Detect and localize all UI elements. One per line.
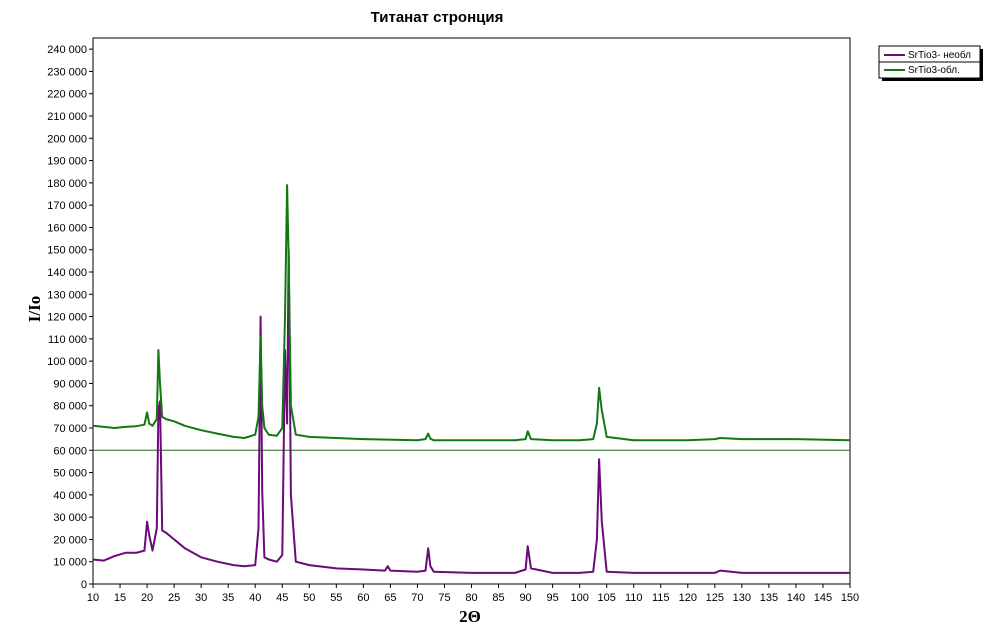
- x-tick-label: 85: [492, 592, 504, 604]
- x-tick-label: 30: [195, 592, 207, 604]
- y-tick-label: 180 000: [47, 178, 87, 190]
- y-tick-label: 240 000: [47, 44, 87, 56]
- x-tick-label: 150: [841, 592, 859, 604]
- x-tick-label: 60: [357, 592, 369, 604]
- x-tick-label: 145: [814, 592, 832, 604]
- y-tick-label: 10 000: [53, 557, 87, 569]
- y-tick-label: 230 000: [47, 66, 87, 78]
- y-tick-label: 210 000: [47, 111, 87, 123]
- x-tick-label: 140: [787, 592, 805, 604]
- x-tick-label: 50: [303, 592, 315, 604]
- y-tick-label: 140 000: [47, 267, 87, 279]
- x-tick-label: 95: [546, 592, 558, 604]
- x-tick-label: 70: [411, 592, 423, 604]
- chart-title: Титанат стронция: [371, 9, 504, 26]
- y-tick-label: 200 000: [47, 133, 87, 145]
- y-tick-label: 190 000: [47, 156, 87, 168]
- y-axis-label: I/Io: [25, 296, 44, 322]
- x-tick-label: 55: [330, 592, 342, 604]
- x-tick-label: 100: [570, 592, 588, 604]
- y-tick-label: 0: [81, 579, 87, 591]
- y-tick-label: 90 000: [53, 378, 87, 390]
- y-tick-label: 130 000: [47, 289, 87, 301]
- x-tick-label: 45: [276, 592, 288, 604]
- y-tick-label: 120 000: [47, 312, 87, 324]
- plot-area-frame: [92, 37, 851, 585]
- x-tick-label: 40: [249, 592, 261, 604]
- x-tick-label: 10: [87, 592, 99, 604]
- y-tick-label: 80 000: [53, 401, 87, 413]
- x-tick-label: 20: [141, 592, 153, 604]
- y-axis: 0 10 000 20 000 30 000 40 000 50 000 60 000 70 …: [47, 44, 93, 591]
- x-tick-label: 35: [222, 592, 234, 604]
- x-tick-label: 15: [114, 592, 126, 604]
- y-tick-label: 40 000: [53, 490, 87, 502]
- series-line-1: [92, 248, 850, 574]
- legend-label-series-2: SrTio3-обл.: [908, 64, 960, 76]
- y-tick-label: 50 000: [53, 468, 87, 480]
- x-axis: 10 15 20 25 30 35 40 45 50 55 60 65 70 75 80 85 90 95 100 1…: [87, 584, 859, 604]
- legend: SrTio3- необл SrTio3-обл.: [878, 45, 983, 81]
- y-tick-label: 220 000: [47, 89, 87, 101]
- y-tick-label: 150 000: [47, 245, 87, 257]
- x-tick-label: 130: [733, 592, 751, 604]
- y-tick-label: 110 000: [48, 334, 87, 346]
- legend-label-series-1: SrTio3- необл: [908, 49, 971, 61]
- y-tick-label: 170 000: [47, 200, 87, 212]
- y-tick-label: 100 000: [47, 356, 87, 368]
- series-group: [92, 184, 851, 574]
- x-tick-label: 90: [519, 592, 531, 604]
- x-tick-label: 80: [465, 592, 477, 604]
- x-tick-label: 110: [625, 592, 643, 604]
- x-tick-label: 135: [760, 592, 778, 604]
- x-tick-label: 25: [168, 592, 180, 604]
- x-axis-label: 2Θ: [459, 607, 481, 626]
- y-tick-label: 20 000: [53, 534, 87, 546]
- series-line-2: [92, 184, 851, 442]
- x-tick-label: 75: [438, 592, 450, 604]
- x-tick-label: 105: [597, 592, 615, 604]
- y-tick-label: 70 000: [53, 423, 87, 435]
- y-tick-label: 160 000: [47, 222, 87, 234]
- x-tick-label: 120: [679, 592, 697, 604]
- x-tick-label: 115: [652, 592, 670, 604]
- x-tick-label: 125: [706, 592, 724, 604]
- y-tick-label: 30 000: [53, 512, 87, 524]
- x-tick-label: 65: [384, 592, 396, 604]
- y-tick-label: 60 000: [53, 445, 87, 457]
